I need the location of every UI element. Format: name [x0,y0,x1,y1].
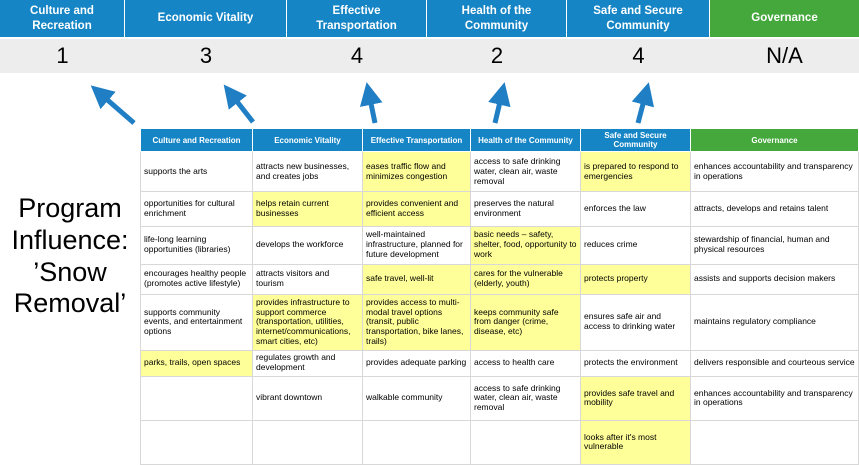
table-row: parks, trails, open spaces regulates grow… [140,349,859,377]
table-header-cell: Economic Vitality [252,127,363,153]
influence-cell: opportunities for cultural enrichment [140,191,253,227]
influence-cell-highlighted: keeps community safe from danger (crime,… [470,293,581,351]
score-band: 1 3 4 2 4 N/A [0,37,859,73]
table-row: vibrant downtown walkable community access… [140,375,859,421]
matrix-header: Culture and Recreation Economic Vitality E… [140,127,859,153]
category-banner: Culture and Recreation Economic Vitality E… [0,0,859,37]
influence-cell: well-maintained infrastructure, planned … [362,225,471,265]
influence-cell: regulates growth and development [252,349,363,377]
score-value: 4 [632,43,645,68]
influence-cell-highlighted: provides safe travel and mobility [580,375,691,421]
influence-cell-highlighted: provides access to multi-modal travel op… [362,293,471,351]
up-arrow-icon [488,82,511,124]
table-header-cell: Health of the Community [470,127,581,153]
score-value: 4 [350,43,364,68]
influence-cell-highlighted: is prepared to respond to emergencies [580,151,691,193]
influence-cell: protects the environment [580,349,691,377]
influence-cell-highlighted: parks, trails, open spaces [140,349,253,377]
influence-cell: attracts visitors and tourism [252,263,363,295]
up-arrow-icon [223,84,255,124]
influence-cell: walkable community [362,375,471,421]
influence-cell-highlighted: provides infrastructure to support comme… [252,293,363,351]
influence-cell: enhances accountability and transparency… [690,151,859,193]
score-value: 2 [490,43,504,68]
page-title: Program Influence: ’Snow Removal’ [11,192,129,319]
influence-cell: develops the workforce [252,225,363,265]
influence-cell-highlighted: helps retain current businesses [252,191,363,227]
influence-cell-highlighted: basic needs – safety, shelter, food, opp… [470,225,581,265]
influence-cell-highlighted: safe travel, well-lit [362,263,471,295]
influence-cell: enforces the law [580,191,691,227]
table-row: life-long learning opportunities (librar… [140,225,859,265]
banner-cell: Health of the Community [427,0,567,37]
influence-cell: attracts new businesses, and creates job… [252,151,363,193]
table-row: supports the arts attracts new businesses… [140,151,859,193]
influence-cell [690,419,859,465]
influence-cell: provides adequate parking [362,349,471,377]
table-row: encourages healthy people (promotes acti… [140,263,859,295]
influence-arrows [90,82,655,125]
banner-cell: Safe and Secure Community [567,0,710,37]
influence-cell [140,419,253,465]
influence-cell: access to safe drinking water, clean air… [470,151,581,193]
table-header-cell: Culture and Recreation [140,127,253,153]
influence-cell: life-long learning opportunities (librar… [140,225,253,265]
influence-cell: ensures safe air and access to drinking … [580,293,691,351]
table-row: supports community events, and entertain… [140,293,859,351]
influence-cell-highlighted: looks after it's most vulnerable [580,419,691,465]
banner-cell: Economic Vitality [125,0,287,37]
influence-cell: supports the arts [140,151,253,193]
main-area: Program Influence: ’Snow Removal’ Cultur… [0,127,859,465]
banner-cell: Governance [710,0,859,37]
table-header-cell: Effective Transportation [362,127,471,153]
influence-cell: preserves the natural environment [470,191,581,227]
up-arrow-icon [90,85,136,125]
influence-cell: encourages healthy people (promotes acti… [140,263,253,295]
influence-cell [140,375,253,421]
influence-cell: delivers responsible and courteous servi… [690,349,859,377]
table-row: looks after it's most vulnerable [140,419,859,465]
influence-cell [470,419,581,465]
influence-cell: supports community events, and entertain… [140,293,253,351]
table-header-cell: Governance [690,127,859,153]
influence-cell [362,419,471,465]
banner-cell: Effective Transportation [287,0,427,37]
influence-matrix: Culture and Recreation Economic Vitality E… [140,127,859,465]
score-value: 1 [56,43,69,68]
influence-cell-highlighted: eases traffic flow and minimizes congest… [362,151,471,193]
influence-cell: reduces crime [580,225,691,265]
influence-cell-highlighted: cares for the vulnerable (elderly, youth… [470,263,581,295]
score-value: N/A [766,43,803,68]
influence-cell: attracts, develops and retains talent [690,191,859,227]
score-value: 3 [199,43,213,68]
influence-cell-highlighted: provides convenient and efficient access [362,191,471,227]
influence-cell: access to health care [470,349,581,377]
influence-cell: stewardship of financial, human and phys… [690,225,859,265]
influence-cell [252,419,363,465]
up-arrow-icon [631,82,655,124]
influence-cell: vibrant downtown [252,375,363,421]
matrix-header-row: Culture and Recreation Economic Vitality E… [140,127,859,153]
up-arrow-icon [359,82,383,124]
influence-cell: access to safe drinking water, clean air… [470,375,581,421]
influence-cell: enhances accountability and transparency… [690,375,859,421]
influence-cell-highlighted: protects property [580,263,691,295]
banner-cell: Culture and Recreation [0,0,125,37]
table-header-cell: Safe and Secure Community [580,127,691,153]
influence-cell: maintains regulatory compliance [690,293,859,351]
table-row: opportunities for cultural enrichment hel… [140,191,859,227]
influence-matrix-wrap: Culture and Recreation Economic Vitality E… [140,127,859,465]
matrix-body: supports the arts attracts new businesses… [140,151,859,465]
influence-cell: assists and supports decision makers [690,263,859,295]
